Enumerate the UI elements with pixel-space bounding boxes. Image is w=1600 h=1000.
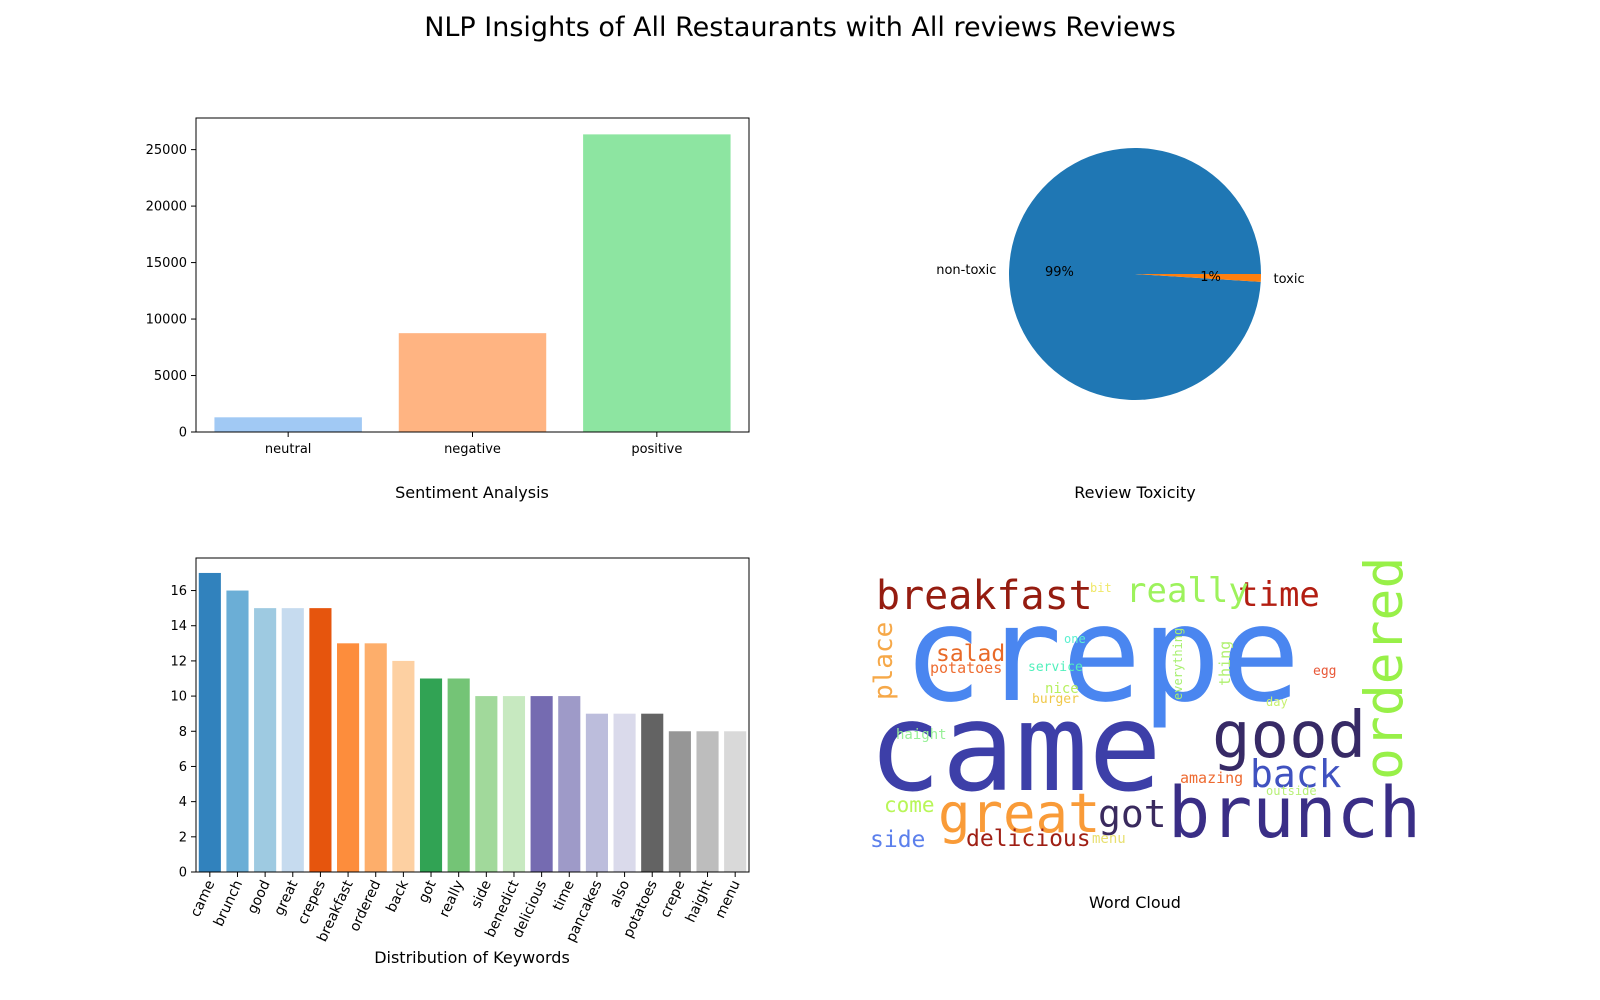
keyword-bar-haight (696, 731, 719, 872)
cloud-word-crepe: crepe (903, 578, 1300, 732)
cloud-word-amazing: amazing (1180, 769, 1243, 787)
keyword-bar-came (198, 572, 221, 872)
cloud-word-back: back (1250, 752, 1342, 796)
cloud-word-come: come (884, 793, 935, 817)
keyword-bar-great (281, 608, 304, 872)
sentiment-ytick-label: 5000 (154, 369, 187, 384)
cloud-word-potatoes: potatoes (930, 659, 1002, 677)
wordcloud-label: Word Cloud (1089, 893, 1181, 912)
keyword-bar-pancakes (585, 713, 608, 872)
cloud-word-great: great (938, 782, 1101, 845)
keyword-bar-menu (724, 731, 747, 872)
keyword-bar-side (475, 696, 498, 872)
cloud-word-got: got (1098, 792, 1167, 836)
keyword-ytick-label: 4 (179, 795, 187, 810)
cloud-word-salad: salad (936, 641, 1005, 667)
keyword-bar-good (254, 608, 277, 872)
cloud-word-thing: thing (1216, 641, 1234, 686)
pie-slice-non-toxic (1009, 147, 1261, 400)
sentiment-bar-negative (398, 333, 547, 432)
keyword-bar-also (613, 713, 636, 872)
keyword-bar-delicious (530, 696, 553, 872)
keyword-ytick-label: 0 (179, 866, 187, 881)
cloud-word-time: time (1238, 575, 1320, 615)
sentiment-xtick-label-positive: positive (631, 442, 682, 457)
cloud-word-place: place (869, 622, 899, 700)
keyword-ytick-label: 12 (170, 654, 187, 669)
sentiment-ytick-label: 25000 (146, 143, 187, 158)
keyword-bar-got (419, 678, 443, 872)
cloud-word-burger: burger (1032, 692, 1079, 707)
keyword-ytick-label: 14 (170, 619, 187, 634)
cloud-word-nice: nice (1045, 681, 1079, 697)
keyword-bar-crepes (309, 608, 332, 872)
sentiment-ytick-label: 0 (179, 426, 187, 441)
cloud-word-egg: egg (1313, 664, 1336, 679)
sentiment-xtick-label-negative: negative (444, 442, 501, 457)
keyword-bar-benedict (502, 696, 526, 872)
cloud-word-one: one (1064, 632, 1086, 646)
sentiment-xtick-label-neutral: neutral (265, 442, 312, 457)
sentiment-bar-positive (583, 134, 731, 433)
cloud-word-menu: menu (1092, 831, 1126, 847)
keywords-xlabel: Distribution of Keywords (374, 948, 570, 967)
keyword-bar-time (558, 696, 581, 872)
cloud-word-day: day (1266, 695, 1288, 709)
cloud-word-came: came (868, 677, 1162, 819)
keyword-ytick-label: 2 (179, 830, 187, 845)
cloud-word-delicious: delicious (966, 826, 1091, 852)
pie-slice-toxic (1135, 274, 1261, 282)
keyword-bar-back (392, 660, 415, 872)
cloud-word-haight: haight (896, 727, 947, 743)
keyword-ytick-label: 6 (179, 760, 187, 775)
keyword-ytick-label: 8 (179, 725, 187, 740)
keyword-bar-brunch (226, 590, 249, 872)
keyword-bar-crepe (668, 731, 691, 872)
cloud-word-really: really (1126, 571, 1249, 611)
sentiment-bar-neutral (214, 417, 362, 432)
sentiment-ytick-label: 10000 (146, 313, 187, 328)
keyword-bar-breakfast (337, 643, 360, 872)
keyword-bar-ordered (364, 643, 387, 872)
toxicity-xlabel: Review Toxicity (1074, 483, 1195, 502)
pie-label-non-toxic: non-toxic (936, 263, 996, 278)
cloud-word-outside: outside (1266, 784, 1317, 798)
keyword-axes-frame (195, 557, 750, 873)
keyword-ytick-label: 16 (170, 584, 187, 599)
pie-pct-non-toxic: 99% (1045, 265, 1074, 280)
keyword-bar-really (447, 678, 470, 872)
cloud-word-bit: bit (1090, 581, 1112, 595)
keyword-bar-potatoes (641, 713, 664, 872)
sentiment-xlabel: Sentiment Analysis (395, 483, 549, 502)
pie-pct-toxic: 1% (1200, 270, 1221, 285)
figure-title: NLP Insights of All Restaurants with All… (424, 12, 1176, 43)
cloud-word-good: good (1212, 699, 1366, 773)
cloud-word-brunch: brunch (1168, 772, 1421, 854)
sentiment-ytick-label: 15000 (146, 256, 187, 271)
cloud-word-everything: everything (1171, 628, 1185, 700)
cloud-word-breakfast: breakfast (876, 573, 1093, 619)
keyword-ytick-label: 10 (170, 690, 187, 705)
sentiment-ytick-label: 20000 (146, 200, 187, 215)
pie-label-toxic: toxic (1274, 272, 1305, 287)
cloud-word-side: side (870, 827, 925, 853)
cloud-word-ordered: ordered (1354, 557, 1415, 780)
cloud-word-service: service (1028, 660, 1083, 675)
